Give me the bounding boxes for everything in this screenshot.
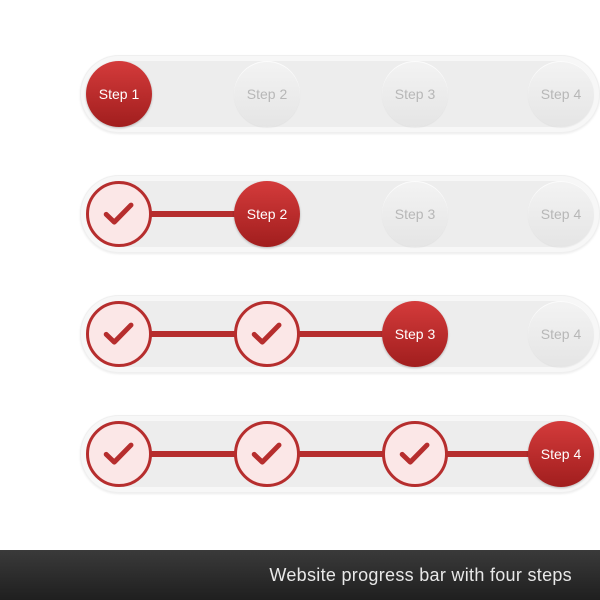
step-circle[interactable]	[86, 301, 152, 367]
progress-row: Step 3 Step 4	[80, 295, 600, 373]
check-icon	[100, 195, 137, 232]
step-circle[interactable]	[86, 181, 152, 247]
step-circle[interactable]: Step 3	[382, 61, 448, 127]
canvas: { "layout": { "canvas": { "w": 600, "h":…	[0, 0, 600, 600]
check-icon	[396, 435, 433, 472]
step-label: Step 2	[247, 86, 287, 102]
step-label: Step 3	[395, 86, 435, 102]
step-label: Step 3	[395, 326, 435, 342]
step-circle[interactable]	[234, 301, 300, 367]
progress-row: Step 1 Step 2 Step 3 Step 4	[80, 55, 600, 133]
step-circle[interactable]: Step 3	[382, 301, 448, 367]
step-circle[interactable]: Step 1	[86, 61, 152, 127]
footer-caption: Website progress bar with four steps	[269, 565, 572, 586]
progress-row: Step 2 Step 3 Step 4	[80, 175, 600, 253]
footer-bar: Website progress bar with four steps	[0, 550, 600, 600]
step-label: Step 4	[541, 326, 581, 342]
step-label: Step 4	[541, 446, 581, 462]
step-circle[interactable]: Step 2	[234, 61, 300, 127]
check-icon	[100, 435, 137, 472]
step-label: Step 2	[247, 206, 287, 222]
step-circle[interactable]	[234, 421, 300, 487]
track-inner	[86, 61, 594, 127]
step-label: Step 3	[395, 206, 435, 222]
step-circle[interactable]	[382, 421, 448, 487]
check-icon	[248, 315, 285, 352]
step-circle[interactable]: Step 4	[528, 61, 594, 127]
step-label: Step 4	[541, 86, 581, 102]
progress-row: Step 4	[80, 415, 600, 493]
check-icon	[100, 315, 137, 352]
step-circle[interactable]: Step 2	[234, 181, 300, 247]
step-circle[interactable]: Step 4	[528, 301, 594, 367]
step-label: Step 4	[541, 206, 581, 222]
step-circle[interactable]	[86, 421, 152, 487]
step-label: Step 1	[99, 86, 139, 102]
step-circle[interactable]: Step 4	[528, 421, 594, 487]
step-circle[interactable]: Step 4	[528, 181, 594, 247]
check-icon	[248, 435, 285, 472]
step-circle[interactable]: Step 3	[382, 181, 448, 247]
